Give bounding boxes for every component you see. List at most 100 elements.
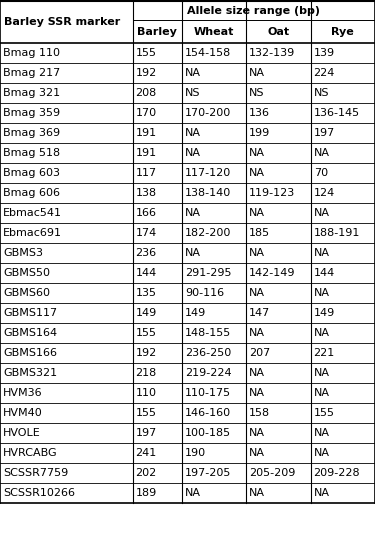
Text: 207: 207 [249, 348, 270, 358]
Text: 124: 124 [314, 188, 335, 198]
Text: Bmag 518: Bmag 518 [3, 148, 60, 158]
Text: 144: 144 [136, 268, 157, 278]
Text: NS: NS [185, 88, 200, 98]
Text: NA: NA [249, 168, 265, 178]
Text: 170-200: 170-200 [185, 108, 231, 118]
Text: Bmag 217: Bmag 217 [3, 68, 60, 78]
Text: GBMS60: GBMS60 [3, 288, 50, 298]
Text: SCSSR7759: SCSSR7759 [3, 468, 68, 478]
Text: NA: NA [249, 428, 265, 438]
Text: Bmag 369: Bmag 369 [3, 128, 60, 138]
Text: 192: 192 [136, 68, 157, 78]
Text: 166: 166 [136, 208, 157, 218]
Text: 241: 241 [136, 448, 157, 458]
Text: 190: 190 [185, 448, 206, 458]
Text: 139: 139 [314, 48, 335, 58]
Text: 155: 155 [314, 408, 334, 418]
Text: Barley: Barley [137, 27, 177, 37]
Text: 90-116: 90-116 [185, 288, 224, 298]
Text: 110-175: 110-175 [185, 388, 231, 398]
Text: HVRCABG: HVRCABG [3, 448, 58, 458]
Text: 142-149: 142-149 [249, 268, 296, 278]
Text: 70: 70 [314, 168, 328, 178]
Text: NS: NS [249, 88, 265, 98]
Text: NA: NA [249, 368, 265, 378]
Text: 191: 191 [136, 128, 157, 138]
Text: 138-140: 138-140 [185, 188, 231, 198]
Text: NA: NA [185, 208, 201, 218]
Text: NA: NA [249, 388, 265, 398]
Text: GBMS164: GBMS164 [3, 328, 57, 338]
Text: 132-139: 132-139 [249, 48, 296, 58]
Text: NA: NA [314, 248, 330, 258]
Text: NA: NA [314, 288, 330, 298]
Text: 119-123: 119-123 [249, 188, 296, 198]
Text: HVM36: HVM36 [3, 388, 43, 398]
Text: NA: NA [314, 328, 330, 338]
Text: Bmag 603: Bmag 603 [3, 168, 60, 178]
Text: Barley SSR marker: Barley SSR marker [4, 17, 120, 27]
Text: 148-155: 148-155 [185, 328, 231, 338]
Text: Rye: Rye [332, 27, 354, 37]
Text: 155: 155 [136, 328, 157, 338]
Text: Bmag 606: Bmag 606 [3, 188, 60, 198]
Text: NA: NA [249, 288, 265, 298]
Text: 149: 149 [185, 308, 206, 318]
Text: 154-158: 154-158 [185, 48, 231, 58]
Text: 197-205: 197-205 [185, 468, 231, 478]
Text: 236-250: 236-250 [185, 348, 231, 358]
Text: 174: 174 [136, 228, 157, 238]
Text: 221: 221 [314, 348, 335, 358]
Text: NA: NA [249, 488, 265, 498]
Text: 136-145: 136-145 [314, 108, 360, 118]
Text: NA: NA [249, 208, 265, 218]
Text: 197: 197 [314, 128, 335, 138]
Text: GBMS3: GBMS3 [3, 248, 43, 258]
Text: Allele size range (bp): Allele size range (bp) [187, 6, 320, 17]
Text: NA: NA [314, 388, 330, 398]
Text: NS: NS [314, 88, 329, 98]
Text: 149: 149 [136, 308, 157, 318]
Text: 219-224: 219-224 [185, 368, 231, 378]
Text: 117-120: 117-120 [185, 168, 231, 178]
Text: 135: 135 [136, 288, 157, 298]
Text: 100-185: 100-185 [185, 428, 231, 438]
Text: NA: NA [185, 248, 201, 258]
Text: SCSSR10266: SCSSR10266 [3, 488, 75, 498]
Text: NA: NA [249, 68, 265, 78]
Text: GBMS117: GBMS117 [3, 308, 57, 318]
Text: GBMS166: GBMS166 [3, 348, 57, 358]
Text: 202: 202 [136, 468, 157, 478]
Text: 144: 144 [314, 268, 335, 278]
Text: 185: 185 [249, 228, 270, 238]
Text: 149: 149 [314, 308, 335, 318]
Text: 291-295: 291-295 [185, 268, 231, 278]
Text: Wheat: Wheat [194, 27, 234, 37]
Text: 136: 136 [249, 108, 270, 118]
Text: 191: 191 [136, 148, 157, 158]
Text: 205-209: 205-209 [249, 468, 296, 478]
Text: 188-191: 188-191 [314, 228, 360, 238]
Text: Ebmac691: Ebmac691 [3, 228, 62, 238]
Text: 189: 189 [136, 488, 157, 498]
Text: 155: 155 [136, 408, 157, 418]
Text: NA: NA [185, 68, 201, 78]
Text: NA: NA [185, 128, 201, 138]
Text: HVM40: HVM40 [3, 408, 43, 418]
Text: GBMS321: GBMS321 [3, 368, 57, 378]
Text: 197: 197 [136, 428, 157, 438]
Text: 158: 158 [249, 408, 270, 418]
Text: Bmag 359: Bmag 359 [3, 108, 60, 118]
Text: NA: NA [314, 488, 330, 498]
Text: NA: NA [249, 328, 265, 338]
Text: 147: 147 [249, 308, 270, 318]
Text: HVOLE: HVOLE [3, 428, 41, 438]
Text: NA: NA [314, 448, 330, 458]
Text: Ebmac541: Ebmac541 [3, 208, 62, 218]
Text: 192: 192 [136, 348, 157, 358]
Text: NA: NA [185, 148, 201, 158]
Text: NA: NA [314, 428, 330, 438]
Text: 110: 110 [136, 388, 157, 398]
Text: 208: 208 [136, 88, 157, 98]
Text: NA: NA [249, 248, 265, 258]
